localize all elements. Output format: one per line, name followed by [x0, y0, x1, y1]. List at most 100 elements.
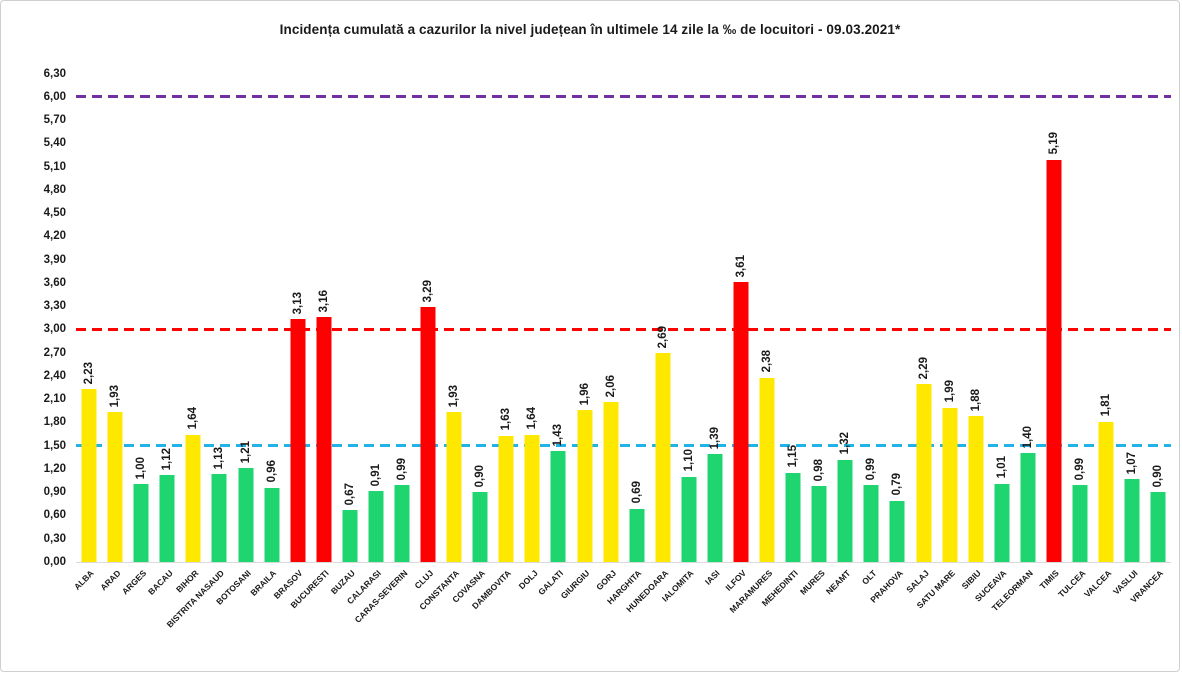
bar-value-label: 1,64 — [526, 407, 539, 430]
x-axis-category-label: IASI — [703, 568, 722, 587]
bar — [524, 434, 540, 562]
bar — [811, 486, 827, 562]
bar-cell-botosani: 1,21 BOTOSANI — [214, 62, 258, 607]
bar — [629, 508, 645, 562]
bar-cell-brasov: 3,13 BRASOV — [272, 62, 311, 601]
threshold-line-3 — [76, 327, 1171, 331]
bar-cell-cluj: 3,29 CLUJ — [412, 62, 441, 591]
x-axis-category-label: BACAU — [145, 568, 175, 597]
y-axis-tick-label: 3,30 — [43, 300, 66, 313]
bar — [707, 454, 723, 562]
bar-value-label: 0,79 — [891, 473, 904, 496]
bar-cell-timis: 5,19 TIMIS — [1038, 62, 1067, 591]
bar — [681, 476, 697, 562]
bar-cell-bihor: 1,64 BIHOR — [174, 62, 206, 594]
bar-value-label: 2,29 — [917, 357, 930, 380]
bar-value-label: 0,91 — [369, 464, 382, 487]
bar — [733, 282, 749, 562]
bar — [1124, 479, 1140, 562]
bar-cell-salaj: 2,29 SALAJ — [904, 62, 937, 595]
x-axis-category-label: VALCEA — [1081, 568, 1114, 600]
bar-cell-ialomita: 1,10 IALOMITA — [660, 62, 702, 604]
bar-cell-bucuresti: 3,16 BUCURESTI — [289, 62, 337, 610]
y-axis-tick-label: 5,40 — [43, 137, 66, 150]
bar-cell-valcea: 1,81 VALCEA — [1082, 62, 1119, 599]
bar-value-label: 0,99 — [865, 457, 878, 481]
bar — [889, 500, 905, 562]
bar — [159, 475, 175, 562]
bar-value-label: 0,99 — [395, 457, 408, 481]
bar — [264, 487, 280, 562]
bar-value-label: 1,01 — [995, 456, 1008, 479]
bars-container: 2,23 ALBA 1,93 ARAD 1,00 ARGES 1,12 BACAU 1,64 BI… — [72, 62, 1171, 630]
bar-cell-covasna: 0,90 COVASNA — [451, 62, 493, 605]
bar-cell-bistrita-nasaud: 1,13 BISTRITA NASAUD — [165, 62, 232, 630]
bar-value-label: 1,00 — [135, 457, 148, 480]
bar-value-label: 2,23 — [83, 361, 96, 385]
bar — [942, 407, 958, 562]
threshold-line-6 — [76, 95, 1171, 99]
y-axis-tick-label: 2,70 — [43, 346, 66, 359]
bar-value-label: 0,67 — [343, 482, 356, 506]
bar-value-label: 2,38 — [761, 350, 774, 373]
bar-cell-bacau: 1,12 BACAU — [146, 62, 180, 597]
bar-value-label: 1,32 — [839, 432, 852, 455]
bar — [472, 492, 488, 562]
bar-cell-dambovita: 1,63 DAMBOVITA — [470, 62, 519, 611]
bar-cell-constanta: 1,93 CONSTANTA — [417, 62, 467, 612]
bar-value-label: 1,99 — [943, 380, 956, 403]
y-axis-tick-label: 0,60 — [43, 509, 66, 522]
x-axis-category-label: NEAMT — [823, 568, 853, 597]
bar-cell-braila: 0,96 BRAILA — [249, 62, 285, 598]
bar — [290, 319, 306, 562]
bar-value-label: 1,88 — [969, 388, 982, 412]
y-axis-tick-label: 6,00 — [43, 90, 66, 103]
bar — [1072, 485, 1088, 562]
bar — [498, 435, 514, 562]
bar — [1150, 492, 1166, 562]
x-axis-category-label: SIBIU — [959, 568, 983, 592]
x-axis-category-label: MURES — [797, 568, 827, 597]
bar — [863, 485, 879, 562]
bar — [420, 306, 436, 562]
bar — [368, 491, 384, 562]
y-axis-tick-label: 0,00 — [43, 556, 66, 568]
bar-cell-hunedoara: 2,69 HUNEDOARA — [624, 62, 676, 614]
bar-value-label: 1,96 — [578, 382, 591, 406]
x-axis-category-label: ARGES — [119, 568, 149, 597]
bar-value-label: 1,07 — [1126, 451, 1139, 475]
bar-cell-neamt: 1,32 NEAMT — [824, 62, 858, 596]
bar-cell-satu-mare: 1,99 SATU MARE — [914, 62, 963, 610]
y-axis-tick-label: 0,90 — [43, 486, 66, 499]
bar-cell-vrancea: 0,90 VRANCEA — [1129, 62, 1171, 605]
bar — [1098, 421, 1114, 562]
bar-value-label: 1,15 — [787, 445, 800, 468]
bar-cell-prahova: 0,79 PRAHOVA — [868, 62, 910, 605]
threshold-line-1.5 — [76, 444, 1171, 448]
x-axis-category-label: OLT — [859, 568, 879, 587]
x-axis-category-label: TULCEA — [1055, 568, 1088, 600]
y-axis-tick-label: 3,90 — [43, 253, 66, 266]
bar-value-label: 0,96 — [265, 460, 278, 483]
bar-value-label: 1,43 — [552, 423, 565, 447]
bar-cell-olt: 0,99 OLT — [858, 62, 884, 587]
bar — [211, 474, 227, 562]
y-axis-tick-label: 2,10 — [43, 393, 66, 406]
y-axis-tick-label: 1,20 — [43, 462, 66, 475]
bar — [1046, 159, 1062, 562]
y-axis-tick-label: 4,80 — [43, 183, 66, 196]
bar-cell-ilfov: 3,61 ILFOV — [723, 62, 754, 593]
bar — [916, 384, 932, 562]
bar-value-label: 3,61 — [734, 254, 747, 278]
bar-cell-iasi: 1,39 IASI — [702, 62, 728, 587]
x-axis-category-label: CLUJ — [412, 568, 436, 591]
bar-value-label: 0,98 — [813, 458, 826, 482]
bar — [133, 484, 149, 562]
y-axis-tick-label: 1,50 — [43, 439, 66, 452]
bar-value-label: 1,93 — [448, 385, 461, 408]
bar-value-label: 5,19 — [1047, 132, 1060, 155]
bar-cell-dolj: 1,64 DOLJ — [516, 62, 545, 591]
bar — [785, 472, 801, 562]
bar — [577, 410, 593, 562]
bar-value-label: 3,29 — [422, 279, 435, 302]
